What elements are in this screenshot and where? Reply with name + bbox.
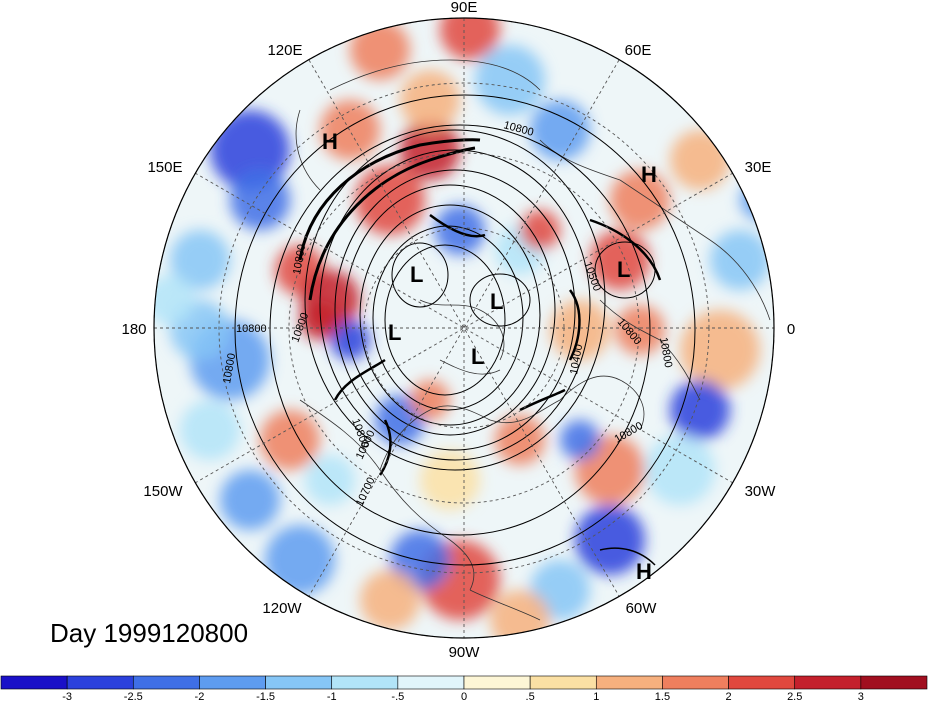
anomaly-patch	[360, 570, 420, 630]
colorbar-swatch	[132, 675, 200, 690]
colorbar-swatch	[662, 675, 729, 690]
anomaly-patch	[475, 45, 545, 115]
anomaly-patch	[300, 300, 340, 340]
anomaly-patch	[645, 435, 715, 505]
anomaly-patch	[260, 410, 320, 470]
colorbar: -3 -2.5 -2 -1.5 -1 -.5 0 .5 1 1.5 2 2.5 3	[0, 675, 928, 702]
colorbar-swatch	[463, 675, 531, 690]
anomaly-patch	[180, 400, 240, 460]
anomaly-patch	[440, 18, 500, 60]
anomaly-patch	[490, 590, 550, 638]
colorbar-tick-label: -2.5	[124, 691, 143, 702]
anomaly-patch	[170, 230, 230, 290]
colorbar-tick-label: 2.5	[787, 691, 802, 702]
contour-label: 10400	[568, 343, 585, 375]
low-pressure-marker: L	[388, 320, 401, 345]
anomaly-patch	[560, 420, 600, 460]
map-title: Day 1999120800	[50, 618, 249, 648]
lon-label-30w: 30W	[745, 483, 777, 500]
anomaly-patch	[575, 505, 645, 575]
low-pressure-marker: L	[490, 289, 503, 314]
colorbar-swatch	[0, 675, 68, 690]
colorbar-tick-label: 1.5	[655, 691, 670, 702]
colorbar-tick-label: 2	[726, 691, 732, 702]
lon-label-120e: 120E	[267, 42, 302, 59]
lon-label-90w: 90W	[449, 644, 481, 661]
contour-label: 10800	[291, 243, 308, 275]
anomaly-patch	[420, 450, 480, 510]
low-pressure-marker: L	[471, 344, 484, 369]
colorbar-swatch	[66, 675, 134, 690]
anomaly-patch	[610, 170, 670, 230]
anomaly-patch	[680, 310, 760, 390]
colorbar-swatch	[397, 675, 465, 690]
colorbar-tick-label: 3	[858, 691, 864, 702]
anomaly-patch	[435, 205, 485, 255]
lon-label-60e: 60E	[625, 42, 652, 59]
colorbar-tick-label: -1	[327, 691, 337, 702]
lon-label-30e: 30E	[745, 159, 772, 176]
lon-label-150e: 150E	[147, 159, 182, 176]
coastlines	[295, 59, 771, 621]
lon-label-90e: 90E	[451, 0, 478, 16]
colorbar-tick-label: -.5	[391, 691, 404, 702]
anomaly-patch	[400, 70, 460, 130]
colorbar-tick-label: -2	[195, 691, 205, 702]
anomaly-patch	[530, 100, 590, 160]
high-pressure-marker: H	[322, 129, 338, 154]
lon-label-150w: 150W	[143, 483, 183, 500]
colorbar-tick-label: 1	[593, 691, 599, 702]
contour-label: 10800	[657, 336, 674, 368]
map-boundary	[153, 17, 775, 639]
anomaly-patch	[670, 130, 730, 190]
lon-label-0: 0	[787, 321, 795, 338]
contour-label: 10800	[221, 352, 238, 384]
colorbar-swatch	[794, 675, 862, 690]
anomaly-patch	[670, 380, 730, 440]
colorbar-swatch	[265, 675, 333, 690]
anomaly-patch	[320, 100, 380, 160]
colorbar-swatch	[728, 675, 796, 690]
lon-label-180: 180	[121, 321, 146, 338]
anomaly-patch	[350, 20, 410, 80]
colorbar-swatch	[860, 675, 928, 690]
contour-label: 10800	[236, 323, 267, 335]
lon-label-60w: 60W	[626, 600, 658, 617]
anomaly-patch	[230, 170, 290, 230]
colorbar-tick-label: -3	[62, 691, 72, 702]
anomaly-patch	[410, 380, 450, 420]
colorbar-swatch	[331, 675, 399, 690]
anomaly-patch	[220, 470, 280, 530]
anomaly-patch	[265, 525, 335, 595]
anomaly-patch	[154, 275, 195, 325]
lon-label-120w: 120W	[262, 600, 302, 617]
anomaly-patch	[210, 110, 290, 190]
anomaly-patch	[520, 210, 560, 250]
colorbar-tick-label: 0	[461, 691, 467, 702]
colorbar-swatch	[595, 675, 663, 690]
colorbar-tick-label: .5	[526, 691, 535, 702]
high-pressure-marker: H	[641, 162, 657, 187]
low-pressure-marker: L	[617, 257, 630, 282]
colorbar-tick-label: -1.5	[256, 691, 275, 702]
colorbar-swatch	[199, 675, 266, 690]
colorbar-swatch	[529, 675, 597, 690]
high-pressure-marker: H	[636, 559, 652, 584]
longitude-labels: 90E 60E 30E 0 30W 60W 90W 120W 150W 180 …	[121, 0, 795, 661]
anomaly-patch	[710, 230, 770, 290]
height-contours	[234, 94, 696, 566]
anomaly-patch	[495, 415, 545, 465]
low-pressure-marker: L	[410, 262, 423, 287]
pressure-centers: H H H L L L L L	[322, 129, 657, 584]
